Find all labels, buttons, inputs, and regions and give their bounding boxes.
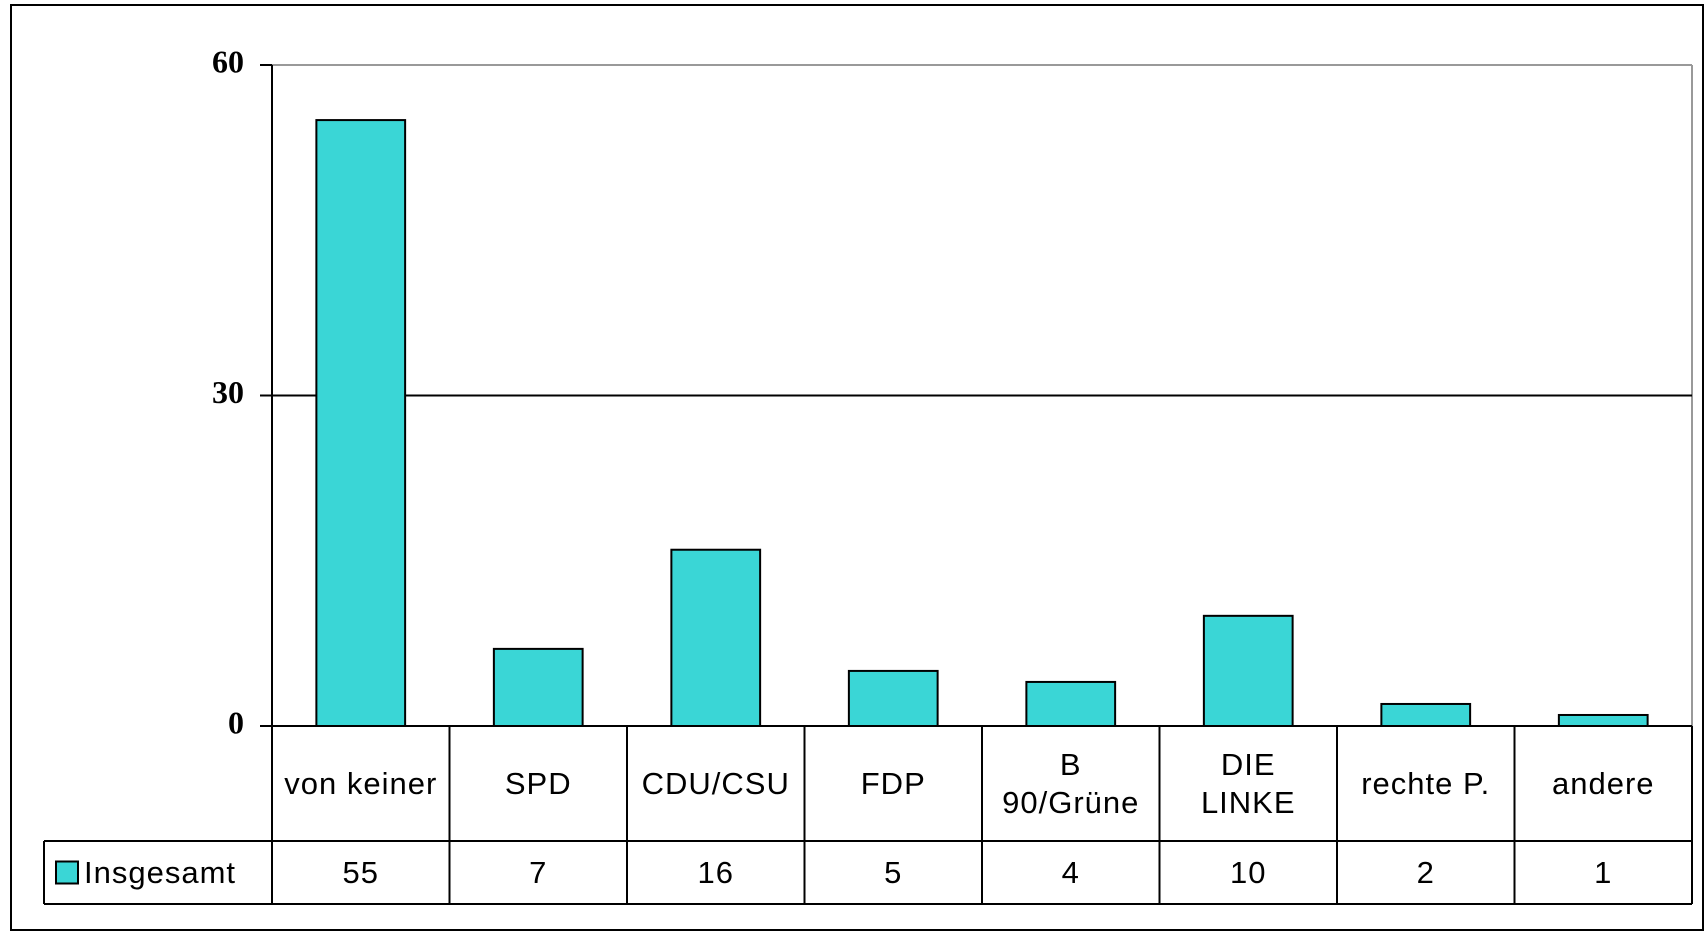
- x-tick-label: CDU/CSU: [641, 765, 790, 801]
- data-table-value: 16: [697, 854, 734, 890]
- chart-border: [10, 4, 1704, 931]
- x-tick-label: rechte P.: [1361, 765, 1491, 801]
- bar: [1380, 702, 1472, 728]
- y-tick-label: 30: [212, 374, 244, 410]
- x-tick-label: DIE LINKE: [1200, 747, 1296, 820]
- x-tick-label: von keiner: [284, 765, 438, 801]
- data-table-value: 10: [1230, 854, 1267, 890]
- bar: [1025, 680, 1117, 728]
- bar: [670, 548, 762, 727]
- x-tick-label: B 90/Grüne: [1002, 747, 1140, 820]
- legend-swatch: [55, 860, 79, 885]
- x-tick-label: SPD: [504, 765, 572, 801]
- data-table-value: 2: [1416, 854, 1435, 890]
- bar: [847, 669, 939, 728]
- x-tick-label: FDP: [860, 765, 926, 801]
- data-table-value: 55: [342, 854, 379, 890]
- bar: [315, 119, 407, 728]
- legend-label: Insgesamt: [84, 854, 237, 890]
- bar: [1202, 614, 1294, 727]
- bar: [492, 647, 584, 728]
- data-table-value: 7: [529, 854, 548, 890]
- y-tick-label: 60: [212, 43, 244, 79]
- bar: [1557, 713, 1649, 728]
- data-table-value: 5: [884, 854, 903, 890]
- data-table-value: 4: [1061, 854, 1080, 890]
- data-table-value: 1: [1594, 854, 1613, 890]
- y-tick-label: 0: [228, 704, 244, 740]
- x-tick-label: andere: [1551, 765, 1655, 801]
